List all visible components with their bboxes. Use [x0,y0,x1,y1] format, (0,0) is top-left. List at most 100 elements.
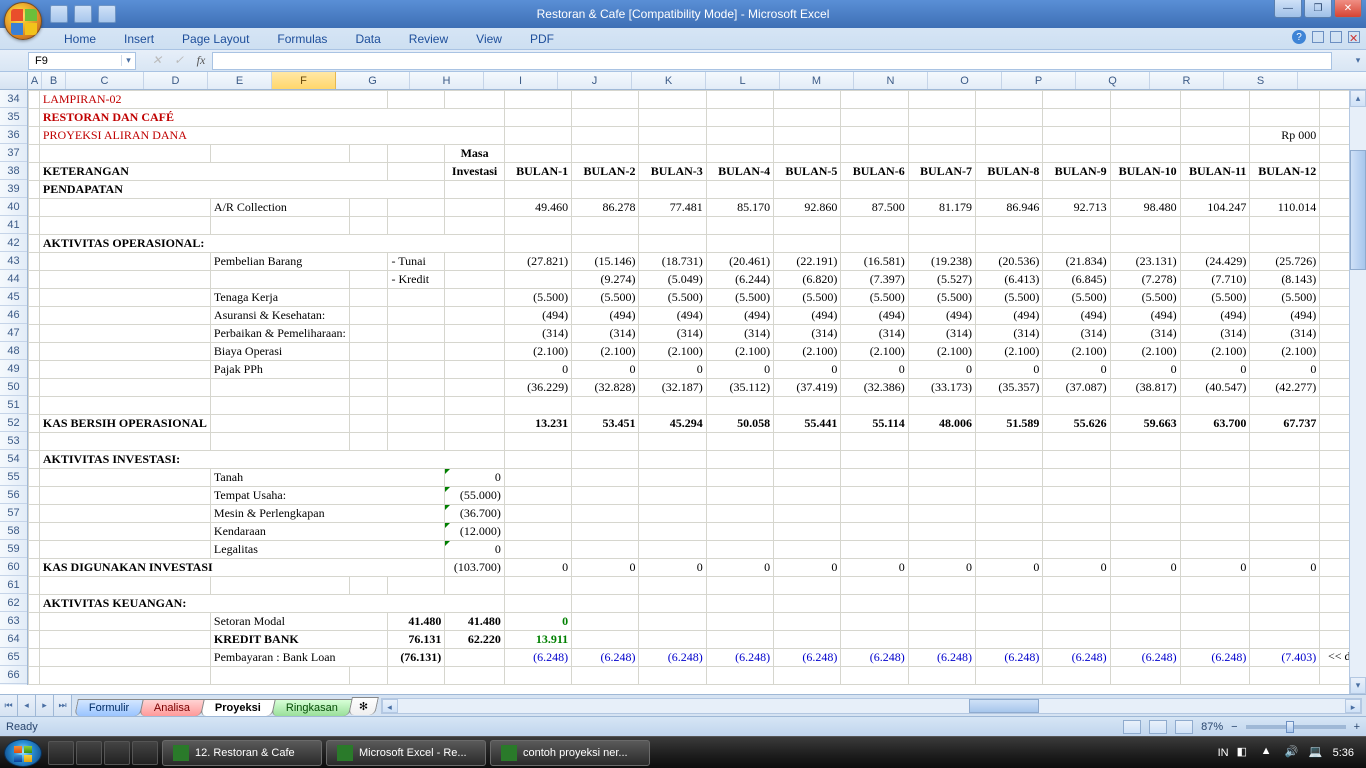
ribbon-tab-pdf[interactable]: PDF [516,29,568,49]
row-header[interactable]: 41 [0,216,27,234]
row-header[interactable]: 38 [0,162,27,180]
col-header-R[interactable]: R [1150,72,1224,89]
ribbon-close-icon[interactable]: ✕ [1348,31,1360,43]
tab-nav-first-icon[interactable]: ⏮ [0,695,18,716]
row-header[interactable]: 61 [0,576,27,594]
row-header[interactable]: 45 [0,288,27,306]
cancel-formula-icon[interactable]: ✕ [146,53,168,68]
col-header-P[interactable]: P [1002,72,1076,89]
row-header[interactable]: 42 [0,234,27,252]
view-normal-icon[interactable] [1123,720,1141,734]
tab-nav-next-icon[interactable]: ▸ [36,695,54,716]
col-header-M[interactable]: M [780,72,854,89]
tray-network-icon[interactable]: 💻 [1309,745,1325,761]
help-icon[interactable]: ? [1292,30,1306,44]
col-header-J[interactable]: J [558,72,632,89]
sheet-tab-ringkasan[interactable]: Ringkasan [271,699,353,716]
select-all-corner[interactable] [0,72,28,89]
ribbon-tab-home[interactable]: Home [50,29,110,49]
col-header-B[interactable]: B [42,72,66,89]
hscroll-thumb[interactable] [969,699,1039,713]
zoom-level[interactable]: 87% [1201,721,1223,733]
language-indicator[interactable]: IN [1218,747,1229,759]
row-header[interactable]: 47 [0,324,27,342]
row-header[interactable]: 49 [0,360,27,378]
horizontal-scrollbar[interactable]: ◂ ▸ [381,698,1363,714]
row-header[interactable]: 62 [0,594,27,612]
row-header[interactable]: 53 [0,432,27,450]
quicklaunch-icon[interactable] [104,741,130,765]
row-header[interactable]: 66 [0,666,27,684]
quicklaunch-icon[interactable] [76,741,102,765]
tray-volume-icon[interactable]: 🔊 [1285,745,1301,761]
row-header[interactable]: 51 [0,396,27,414]
zoom-knob[interactable] [1286,721,1294,733]
sheet-tab-analisa[interactable]: Analisa [140,699,206,716]
row-header[interactable]: 44 [0,270,27,288]
fx-icon[interactable]: fx [190,53,212,68]
row-header[interactable]: 63 [0,612,27,630]
row-header[interactable]: 54 [0,450,27,468]
row-header[interactable]: 35 [0,108,27,126]
row-header[interactable]: 57 [0,504,27,522]
col-header-C[interactable]: C [66,72,144,89]
office-button[interactable] [4,2,42,40]
minimize-button[interactable]: — [1274,0,1302,18]
ribbon-tab-page-layout[interactable]: Page Layout [168,29,263,49]
col-header-F[interactable]: F [272,72,336,89]
ribbon-minimize-icon[interactable] [1312,31,1324,43]
worksheet-grid[interactable]: 3435363738394041424344454647484950515253… [0,90,1366,694]
clock[interactable]: 5:36 [1333,747,1354,759]
col-header-Q[interactable]: Q [1076,72,1150,89]
col-header-L[interactable]: L [706,72,780,89]
col-header-K[interactable]: K [632,72,706,89]
maximize-button[interactable]: ❐ [1304,0,1332,18]
quicklaunch-icon[interactable] [132,741,158,765]
row-header[interactable]: 34 [0,90,27,108]
col-header-D[interactable]: D [144,72,208,89]
tab-nav-prev-icon[interactable]: ◂ [18,695,36,716]
vscroll-thumb[interactable] [1350,150,1366,270]
col-header-S[interactable]: S [1224,72,1298,89]
tray-icon[interactable]: ▲ [1261,745,1277,761]
scroll-up-icon[interactable]: ▴ [1350,90,1366,107]
scroll-left-icon[interactable]: ◂ [382,699,398,713]
row-header[interactable]: 46 [0,306,27,324]
ribbon-tab-formulas[interactable]: Formulas [263,29,341,49]
ribbon-tab-insert[interactable]: Insert [110,29,168,49]
col-header-E[interactable]: E [208,72,272,89]
view-pagebreak-icon[interactable] [1175,720,1193,734]
name-box[interactable]: F9 [29,55,121,67]
header-masa[interactable]: Masa [445,145,505,163]
row-header[interactable]: 65 [0,648,27,666]
formula-expand-icon[interactable]: ▾ [1350,55,1366,66]
close-button[interactable]: ✕ [1334,0,1362,18]
qat-save-icon[interactable] [50,5,68,23]
vertical-scrollbar[interactable]: ▴ ▾ [1349,90,1366,694]
row-header[interactable]: 37 [0,144,27,162]
scroll-right-icon[interactable]: ▸ [1345,699,1361,713]
col-header-G[interactable]: G [336,72,410,89]
view-layout-icon[interactable] [1149,720,1167,734]
row-header[interactable]: 40 [0,198,27,216]
row-header[interactable]: 52 [0,414,27,432]
row-header[interactable]: 43 [0,252,27,270]
qat-redo-icon[interactable] [98,5,116,23]
zoom-slider[interactable] [1246,725,1346,729]
col-header-N[interactable]: N [854,72,928,89]
ribbon-tab-data[interactable]: Data [341,29,394,49]
tab-nav-last-icon[interactable]: ⏭ [54,695,72,716]
row-header[interactable]: 56 [0,486,27,504]
col-header-H[interactable]: H [410,72,484,89]
col-header-O[interactable]: O [928,72,1002,89]
row-header[interactable]: 60 [0,558,27,576]
qat-undo-icon[interactable] [74,5,92,23]
name-box-dropdown-icon[interactable]: ▾ [121,55,135,66]
row-header[interactable]: 59 [0,540,27,558]
taskbar-item[interactable]: Microsoft Excel - Re... [326,740,486,766]
col-header-A[interactable]: A [28,72,42,89]
col-header-I[interactable]: I [484,72,558,89]
ribbon-tab-view[interactable]: View [462,29,516,49]
new-sheet-tab[interactable]: ✻ [348,697,379,715]
formula-bar[interactable] [212,52,1332,70]
